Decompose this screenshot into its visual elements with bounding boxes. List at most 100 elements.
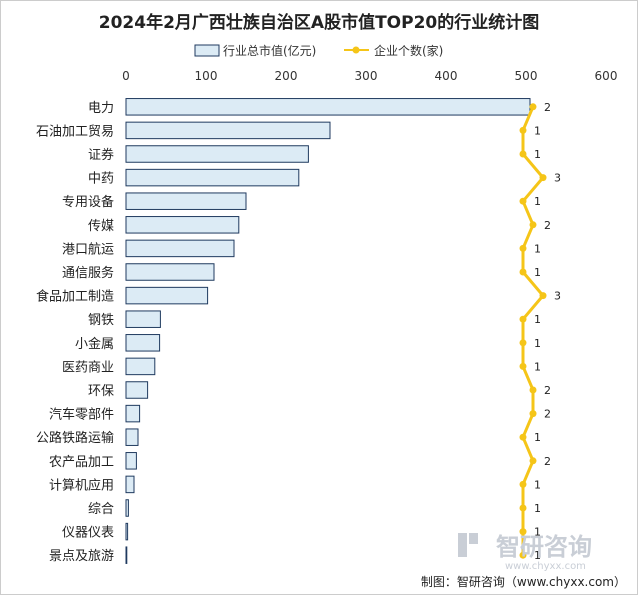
line-data-label: 3: [554, 290, 561, 303]
source-note: 制图：智研咨询（www.chyxx.com）: [421, 574, 626, 589]
x-tick-label: 400: [435, 69, 458, 83]
category-labels: 电力石油加工贸易证券中药专用设备传媒港口航运通信服务食品加工制造钢铁小金属医药商…: [36, 101, 114, 564]
category-label: 综合: [88, 502, 114, 517]
line-point: [519, 315, 527, 323]
bar: [125, 192, 247, 210]
bar: [125, 216, 240, 234]
category-label: 公路铁路运输: [36, 430, 114, 446]
category-label: 港口航运: [62, 241, 114, 257]
category-label: 专用设备: [62, 194, 114, 210]
line-point: [529, 103, 537, 111]
bar: [125, 145, 309, 163]
bar: [125, 334, 161, 352]
bar: [125, 168, 300, 187]
line-data-label: 2: [544, 408, 551, 421]
category-label: 传媒: [88, 219, 114, 234]
legend: 行业总市值(亿元) 企业个数(家): [194, 43, 443, 58]
watermark: 智研咨询 www.chyxx.com: [458, 533, 592, 572]
category-label: 通信服务: [62, 265, 114, 281]
bar: [125, 475, 135, 494]
line-point: [519, 480, 527, 488]
line-data-label: 1: [534, 431, 541, 444]
line-data-label: 1: [534, 242, 541, 255]
line-data-label: 1: [534, 266, 541, 279]
bar: [125, 381, 149, 399]
bar: [125, 404, 141, 423]
line-point: [529, 457, 537, 465]
line-data-label: 1: [534, 337, 541, 350]
legend-bar-swatch: [194, 44, 220, 57]
watermark-logo-icon: [458, 533, 467, 557]
bar: [125, 239, 235, 258]
bar: [125, 522, 129, 541]
legend-line-label: 企业个数(家): [374, 43, 443, 58]
bar: [125, 286, 209, 305]
line-data-label: 1: [534, 526, 541, 539]
category-label: 仪器仪表: [62, 526, 114, 541]
line-data-label: 1: [534, 502, 541, 515]
x-tick-label: 300: [355, 69, 378, 83]
line-data-label: 2: [544, 219, 551, 232]
line-data-label: 2: [544, 455, 551, 468]
line-point: [529, 410, 537, 418]
category-label: 农产品加工: [49, 455, 114, 470]
watermark-brand: 智研咨询: [496, 533, 592, 561]
watermark-logo-block: [469, 533, 478, 544]
line-data-label: 1: [534, 360, 541, 373]
line-point: [519, 339, 527, 347]
category-label: 汽车零部件: [49, 407, 114, 423]
line-series: [519, 103, 547, 559]
line-point: [519, 551, 527, 559]
line-data-label: 3: [554, 172, 561, 185]
line-point: [519, 528, 527, 536]
bar: [125, 98, 531, 116]
line-data-label: 1: [534, 549, 541, 562]
bar: [125, 452, 137, 470]
bar: [125, 499, 129, 517]
category-label: 食品加工制造: [36, 289, 114, 305]
line-data-label: 1: [534, 124, 541, 137]
category-label: 中药: [88, 172, 114, 187]
bar: [125, 121, 331, 140]
category-label: 石油加工贸易: [36, 124, 114, 139]
bar: [125, 428, 139, 446]
x-tick-label: 100: [195, 69, 218, 83]
line-point: [519, 433, 527, 441]
bar: [125, 357, 156, 376]
x-tick-label: 0: [122, 69, 130, 83]
x-tick-label: 500: [515, 69, 538, 83]
line-data-label: 2: [544, 101, 551, 114]
line-data-label: 1: [534, 478, 541, 491]
bar: [125, 546, 128, 564]
line-point: [519, 268, 527, 276]
chart-title: 2024年2月广西壮族自治区A股市值TOP20的行业统计图: [99, 12, 539, 33]
bar: [125, 263, 215, 281]
legend-bar-label: 行业总市值(亿元): [223, 43, 316, 58]
category-label: 钢铁: [88, 313, 114, 328]
line-point: [519, 504, 527, 512]
line-point: [519, 362, 527, 370]
line-point: [519, 126, 527, 134]
line-point: [519, 150, 527, 158]
category-label: 医药商业: [62, 360, 114, 375]
line-point: [529, 386, 537, 394]
bar: [125, 310, 161, 328]
x-tick-label: 600: [595, 69, 618, 83]
line-point: [529, 221, 537, 229]
count-line: [521, 106, 545, 556]
line-point: [519, 197, 527, 205]
line-data-label: 2: [544, 384, 551, 397]
category-label: 计算机应用: [49, 477, 114, 493]
line-point: [519, 244, 527, 252]
category-label: 电力: [88, 101, 114, 116]
line-point: [539, 292, 547, 300]
watermark-url: www.chyxx.com: [505, 561, 586, 572]
category-label: 证券: [88, 147, 114, 163]
line-data-label: 1: [534, 148, 541, 161]
category-label: 环保: [88, 384, 114, 399]
bar-series: [125, 98, 531, 564]
x-tick-label: 200: [275, 69, 298, 83]
category-label: 景点及旅游: [49, 549, 114, 564]
